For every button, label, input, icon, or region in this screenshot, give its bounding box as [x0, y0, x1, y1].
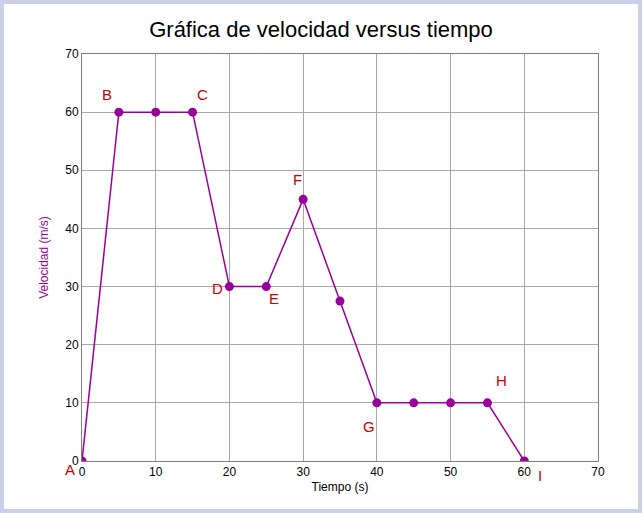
svg-text:Gráfica de velocidad versus ti: Gráfica de velocidad versus tiempo: [149, 17, 493, 42]
svg-text:60: 60: [65, 105, 79, 119]
svg-text:0: 0: [79, 465, 86, 479]
svg-text:10: 10: [149, 465, 163, 479]
svg-text:E: E: [269, 290, 279, 307]
svg-text:70: 70: [65, 47, 79, 61]
svg-text:I: I: [538, 467, 542, 484]
svg-text:30: 30: [65, 280, 79, 294]
svg-text:60: 60: [518, 465, 532, 479]
svg-text:50: 50: [65, 163, 79, 177]
svg-text:10: 10: [65, 396, 79, 410]
svg-text:A: A: [65, 461, 75, 478]
svg-text:30: 30: [296, 465, 310, 479]
svg-text:20: 20: [223, 465, 237, 479]
svg-text:Tiempo (s): Tiempo (s): [312, 480, 369, 494]
svg-text:F: F: [293, 171, 302, 188]
svg-text:B: B: [102, 86, 112, 103]
svg-text:40: 40: [370, 465, 384, 479]
svg-text:40: 40: [65, 222, 79, 236]
svg-text:C: C: [197, 86, 208, 103]
svg-text:H: H: [496, 372, 507, 389]
svg-text:70: 70: [591, 465, 605, 479]
svg-text:20: 20: [65, 338, 79, 352]
svg-text:50: 50: [444, 465, 458, 479]
svg-text:Velocidad (m/s): Velocidad (m/s): [37, 216, 51, 299]
svg-text:G: G: [363, 418, 375, 435]
svg-text:D: D: [212, 280, 223, 297]
svg-text:0: 0: [72, 454, 79, 468]
